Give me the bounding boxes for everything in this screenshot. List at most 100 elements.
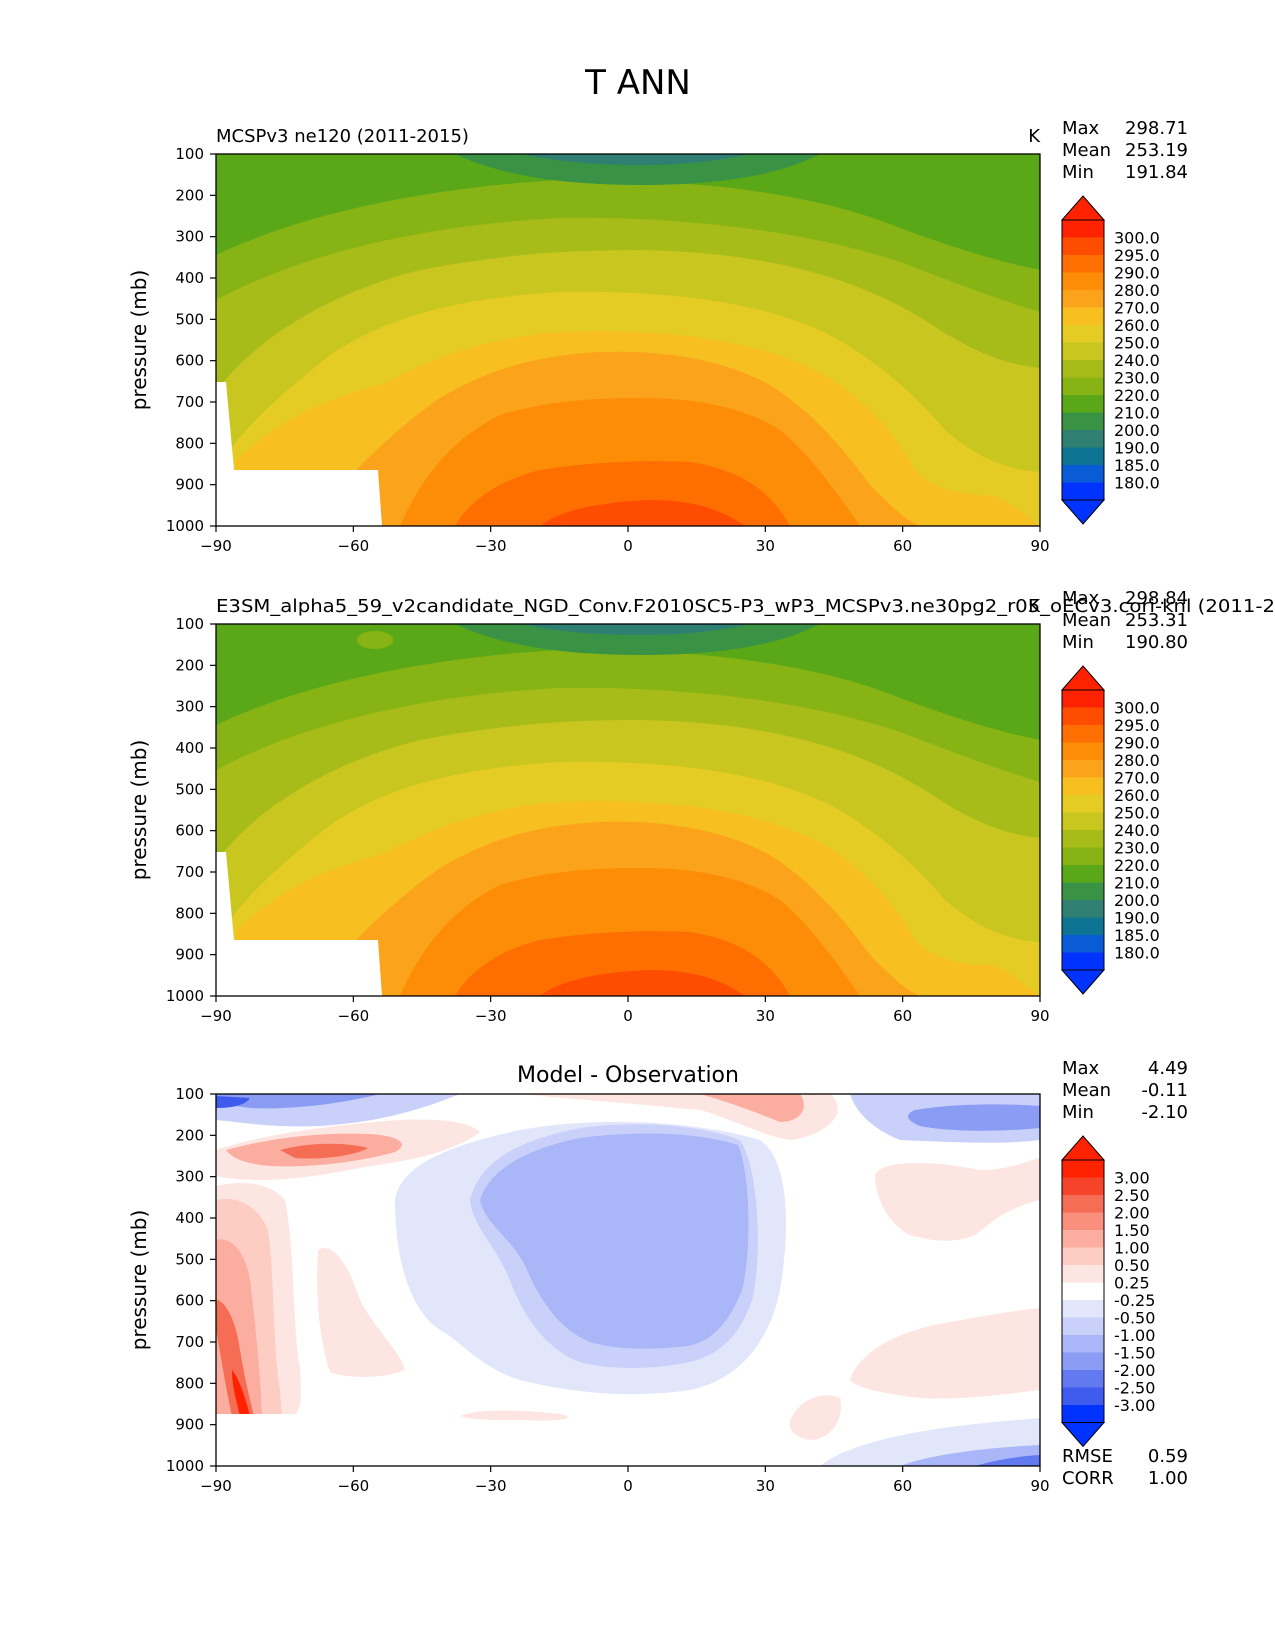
panel-title-left: MCSPv3 ne120 (2011-2015) xyxy=(216,126,469,147)
x-tick-label: −30 xyxy=(475,1477,507,1495)
colorbar-label: 1.00 xyxy=(1114,1239,1150,1258)
colorbar-swatch xyxy=(1062,307,1104,326)
x-tick-label: 60 xyxy=(893,1477,912,1495)
x-tick-label: 60 xyxy=(893,537,912,555)
stat-value: 253.31 xyxy=(1125,610,1188,631)
colorbar-label: 230.0 xyxy=(1114,839,1160,858)
y-tick-label: 400 xyxy=(175,1209,204,1227)
colorbar-frame xyxy=(1061,219,1105,501)
contour-band xyxy=(789,1395,841,1440)
contour-band xyxy=(908,1104,1040,1131)
contour-band xyxy=(520,154,750,165)
x-tick-label: 30 xyxy=(756,537,775,555)
y-tick-label: 700 xyxy=(175,393,204,411)
x-tick-label: −60 xyxy=(338,1477,370,1495)
colorbar-swatch xyxy=(1062,760,1104,778)
stat-value: 191.84 xyxy=(1125,162,1188,183)
contour-band xyxy=(232,1370,250,1416)
colorbar-label: 180.0 xyxy=(1114,474,1160,493)
colorbar-label: 190.0 xyxy=(1114,439,1160,458)
stat-value: 190.80 xyxy=(1125,632,1188,653)
stat-label: Min xyxy=(1062,632,1094,653)
y-tick-label: 200 xyxy=(175,186,204,204)
colorbar-frame xyxy=(1061,1159,1105,1423)
colorbar-swatch xyxy=(1062,342,1104,361)
contour-band xyxy=(540,970,745,996)
y-tick-label: 1000 xyxy=(166,1457,204,1475)
figure-title: T ANN xyxy=(584,63,691,103)
colorbar-swatch xyxy=(1062,865,1104,883)
colorbar-label: 0.25 xyxy=(1114,1274,1150,1293)
colorbar-label: 230.0 xyxy=(1114,369,1160,388)
x-tick-label: −90 xyxy=(200,1477,232,1495)
x-tick-label: 90 xyxy=(1030,1007,1049,1025)
colorbar-label: 270.0 xyxy=(1114,769,1160,788)
colorbar-label: 185.0 xyxy=(1114,926,1160,945)
colorbar-diff: 3.002.502.001.501.000.500.25-0.25-0.50-1… xyxy=(1060,1135,1155,1448)
colorbar-swatch xyxy=(1062,1247,1104,1266)
x-tick-label: −60 xyxy=(338,1007,370,1025)
y-tick-label: 900 xyxy=(175,1416,204,1434)
stat-label: Mean xyxy=(1062,140,1111,161)
y-tick-label: 900 xyxy=(175,476,204,494)
y-tick-label: 200 xyxy=(175,656,204,674)
colorbar-swatch xyxy=(1062,1212,1104,1231)
colorbar-extend-min xyxy=(1060,499,1106,525)
panel-title-center: Model - Observation xyxy=(517,1063,739,1088)
colorbar-swatch xyxy=(1062,237,1104,256)
y-tick-label: 800 xyxy=(175,904,204,922)
y-tick-label: 600 xyxy=(175,352,204,370)
y-tick-label: 400 xyxy=(175,269,204,287)
colorbar-swatch xyxy=(1062,290,1104,308)
panel-diff: −90 −60 −30 0 30 60 90 100 200 300 400 500 600 700 800… xyxy=(127,1058,1188,1495)
stat-value: 298.71 xyxy=(1125,118,1188,139)
panel-units: K xyxy=(1028,596,1041,617)
colorbar-swatch xyxy=(1062,1335,1104,1353)
colorbar-swatch xyxy=(1062,465,1104,483)
colorbar-swatch xyxy=(1062,1195,1104,1213)
contour-band xyxy=(540,500,745,526)
colorbar-label: -2.50 xyxy=(1114,1379,1155,1398)
colorbar-label: 280.0 xyxy=(1114,281,1160,300)
contour-band xyxy=(975,1455,1040,1466)
panel-ref: −90 −60 −30 0 30 60 90 100 200 300 400 500 600 700 800… xyxy=(127,588,1275,1025)
contour-band xyxy=(850,1308,1040,1399)
stat-value: 4.49 xyxy=(1148,1058,1188,1079)
y-axis-label: pressure (mb) xyxy=(127,270,151,411)
contour-field-test xyxy=(216,154,1040,526)
colorbar-swatch xyxy=(1062,447,1104,466)
contour-band xyxy=(520,624,750,635)
colorbar-label: 180.0 xyxy=(1114,944,1160,963)
contour-band xyxy=(455,154,820,185)
y-tick-label: 500 xyxy=(175,1250,204,1268)
colorbar-swatch xyxy=(1062,325,1104,343)
colorbar-label: 210.0 xyxy=(1114,874,1160,893)
stat-value: 298.84 xyxy=(1125,588,1188,609)
stat-label: CORR xyxy=(1062,1468,1114,1489)
contour-band xyxy=(700,1094,804,1122)
colorbar-label: 210.0 xyxy=(1114,404,1160,423)
y-tick-label: 500 xyxy=(175,310,204,328)
y-tick-label: 1000 xyxy=(166,517,204,535)
y-tick-label: 300 xyxy=(175,698,204,716)
panel-title-left: E3SM_alpha5_59_v2candidate_NGD_Conv.F201… xyxy=(216,596,1275,617)
x-tick-label: −60 xyxy=(338,537,370,555)
colorbar-swatch xyxy=(1062,725,1104,743)
colorbar-label: 300.0 xyxy=(1114,229,1160,248)
x-tick-label: 0 xyxy=(623,1007,633,1025)
colorbar-label: 270.0 xyxy=(1114,299,1160,318)
y-tick-label: 100 xyxy=(175,1085,204,1103)
stats-test: Max 298.71 Mean 253.19 Min 191.84 xyxy=(1062,118,1188,183)
y-tick-label: 600 xyxy=(175,1292,204,1310)
colorbar-label: 190.0 xyxy=(1114,909,1160,928)
x-tick-label: 60 xyxy=(893,1007,912,1025)
colorbar-swatch xyxy=(1062,1265,1104,1283)
contour-band xyxy=(455,624,820,655)
colorbar-swatch xyxy=(1062,742,1104,761)
colorbar-swatch xyxy=(1062,482,1104,501)
colorbar-swatch xyxy=(1062,882,1104,901)
colorbar-label: 200.0 xyxy=(1114,891,1160,910)
colorbar-label: 220.0 xyxy=(1114,386,1160,405)
y-tick-label: 900 xyxy=(175,946,204,964)
axes-diff: −90 −60 −30 0 30 60 90 100 200 300 400 500 600 700 800… xyxy=(166,1085,1050,1495)
